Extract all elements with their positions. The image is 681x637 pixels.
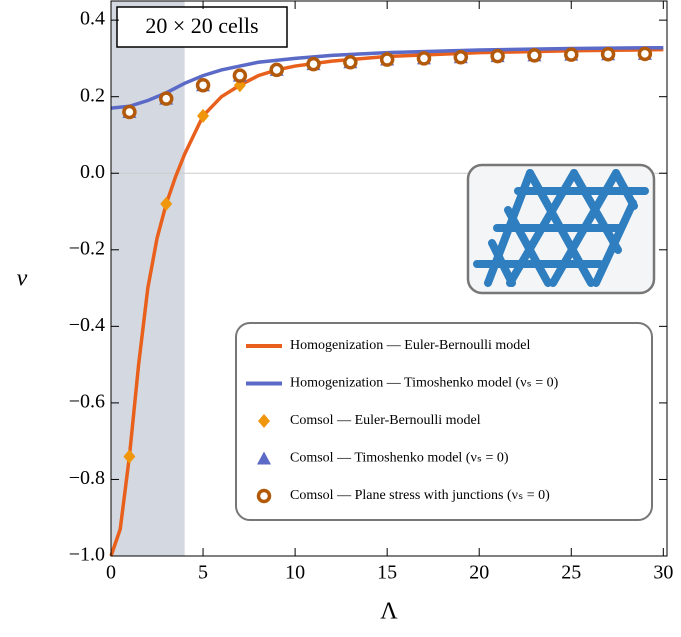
circle-marker bbox=[122, 104, 137, 120]
diamond-marker bbox=[160, 196, 173, 211]
series-line bbox=[110, 45, 664, 110]
circle-marker bbox=[600, 46, 616, 62]
circle-marker bbox=[343, 54, 358, 70]
circle-marker bbox=[158, 91, 174, 106]
legend-box bbox=[235, 322, 653, 521]
legend-marker bbox=[257, 451, 271, 465]
circle-marker bbox=[269, 62, 284, 78]
circle-marker bbox=[306, 56, 321, 72]
legend-label: Comsol — Timoshenko model (νₛ = 0) bbox=[290, 451, 509, 466]
x-tick-label: 0 bbox=[106, 562, 116, 584]
legend-label: Comsol — Euler-Bernoulli model bbox=[290, 413, 481, 428]
legend-label: Homogenization — Euler-Bernoulli model bbox=[290, 338, 530, 353]
inset bbox=[466, 163, 656, 295]
x-tick-label: 20 bbox=[469, 562, 489, 584]
circle-marker bbox=[416, 51, 432, 66]
series-line bbox=[109, 47, 664, 557]
legend-marker bbox=[256, 488, 272, 504]
y-tick-label: −0.4 bbox=[69, 314, 105, 336]
plot-frame bbox=[110, 0, 668, 557]
y-tick-label: −0.8 bbox=[69, 467, 105, 489]
circle-marker bbox=[453, 50, 469, 65]
chart-title: 20 × 20 cells bbox=[145, 13, 258, 38]
legend-marker bbox=[258, 414, 270, 428]
title-box bbox=[116, 6, 288, 48]
x-tick-label: 10 bbox=[285, 562, 305, 584]
diamond-marker bbox=[123, 449, 136, 464]
legend-label: Homogenization — Timoshenko model (νₛ = … bbox=[290, 376, 559, 391]
x-tick-label: 25 bbox=[561, 562, 581, 584]
legend-label: Comsol — Plane stress with junctions (νₛ… bbox=[290, 488, 550, 503]
y-tick-label: 0.4 bbox=[80, 8, 105, 30]
x-axis-label: Λ bbox=[380, 599, 398, 625]
circle-marker bbox=[379, 52, 395, 67]
x-tick-label: 15 bbox=[377, 562, 397, 584]
circle-marker bbox=[564, 47, 579, 62]
x-tick-label: 30 bbox=[653, 562, 673, 584]
x-tick-label: 5 bbox=[198, 562, 208, 584]
circle-marker bbox=[490, 48, 505, 64]
y-tick-label: 0.2 bbox=[80, 84, 105, 106]
y-axis-label: ν bbox=[17, 266, 28, 292]
y-tick-label: −0.6 bbox=[69, 390, 105, 412]
y-tick-label: 0.0 bbox=[80, 161, 105, 183]
y-tick-label: −0.2 bbox=[69, 237, 105, 259]
y-tick-label: −1.0 bbox=[69, 544, 105, 566]
circle-marker bbox=[527, 48, 542, 63]
circle-marker bbox=[195, 77, 211, 93]
lattice bbox=[473, 169, 649, 287]
diamond-marker bbox=[197, 108, 210, 123]
circle-marker bbox=[637, 46, 653, 62]
circle-marker bbox=[232, 68, 248, 83]
